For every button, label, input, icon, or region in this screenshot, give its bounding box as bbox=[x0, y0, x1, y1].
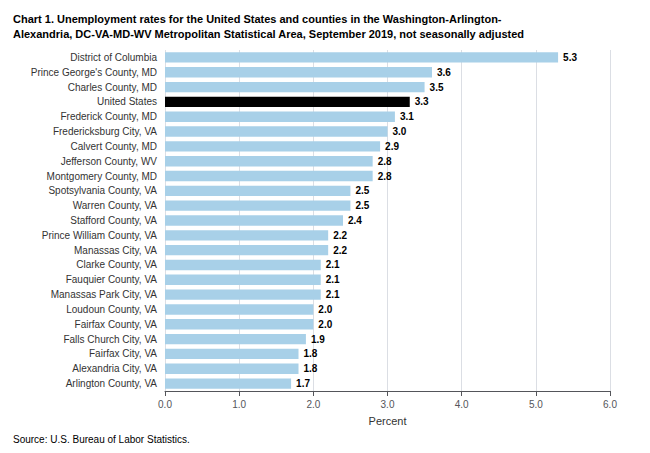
svg-text:Clarke County, VA: Clarke County, VA bbox=[76, 259, 157, 270]
svg-text:Jefferson County, WV: Jefferson County, WV bbox=[61, 156, 158, 167]
svg-text:2.2: 2.2 bbox=[333, 245, 347, 256]
svg-text:Fauquier County, VA: Fauquier County, VA bbox=[66, 274, 158, 285]
svg-text:2.9: 2.9 bbox=[385, 141, 399, 152]
svg-text:Calvert County, MD: Calvert County, MD bbox=[70, 141, 157, 152]
svg-text:Manassas City, VA: Manassas City, VA bbox=[74, 245, 157, 256]
svg-text:Loudoun County, VA: Loudoun County, VA bbox=[66, 304, 157, 315]
svg-text:4.0: 4.0 bbox=[455, 399, 469, 410]
svg-text:Arlington County, VA: Arlington County, VA bbox=[66, 378, 158, 389]
svg-text:2.1: 2.1 bbox=[326, 289, 340, 300]
svg-text:Alexandria City, VA: Alexandria City, VA bbox=[72, 363, 157, 374]
svg-text:2.1: 2.1 bbox=[326, 259, 340, 270]
svg-text:Source: U.S. Bureau of Labor S: Source: U.S. Bureau of Labor Statistics. bbox=[13, 434, 190, 445]
svg-text:3.0: 3.0 bbox=[393, 126, 407, 137]
svg-text:6.0: 6.0 bbox=[603, 399, 617, 410]
svg-text:2.0: 2.0 bbox=[306, 399, 320, 410]
svg-text:1.8: 1.8 bbox=[304, 348, 318, 359]
svg-text:Stafford County, VA: Stafford County, VA bbox=[70, 215, 157, 226]
svg-text:Prince George's County, MD: Prince George's County, MD bbox=[31, 67, 157, 78]
svg-text:Warren County, VA: Warren County, VA bbox=[73, 200, 158, 211]
svg-text:3.5: 3.5 bbox=[430, 82, 444, 93]
svg-text:2.5: 2.5 bbox=[355, 200, 369, 211]
svg-text:0.0: 0.0 bbox=[158, 399, 172, 410]
svg-text:Alexandria, DC-VA-MD-WV Metrop: Alexandria, DC-VA-MD-WV Metropolitan Sta… bbox=[13, 28, 524, 40]
svg-text:2.2: 2.2 bbox=[333, 230, 347, 241]
svg-text:1.8: 1.8 bbox=[304, 363, 318, 374]
svg-text:5.3: 5.3 bbox=[563, 52, 577, 63]
svg-text:District of Columbia: District of Columbia bbox=[70, 52, 157, 63]
svg-text:Montgomery County, MD: Montgomery County, MD bbox=[47, 171, 157, 182]
svg-text:United States: United States bbox=[97, 96, 157, 107]
svg-text:2.8: 2.8 bbox=[378, 171, 392, 182]
svg-text:Chart 1. Unemployment rates fo: Chart 1. Unemployment rates for the Unit… bbox=[13, 13, 502, 25]
svg-text:2.0: 2.0 bbox=[318, 319, 332, 330]
svg-text:3.1: 3.1 bbox=[400, 111, 414, 122]
svg-text:Falls Church City, VA: Falls Church City, VA bbox=[63, 334, 157, 345]
svg-text:1.9: 1.9 bbox=[311, 334, 325, 345]
svg-text:2.1: 2.1 bbox=[326, 274, 340, 285]
svg-text:Prince William County, VA: Prince William County, VA bbox=[42, 230, 158, 241]
svg-text:Percent: Percent bbox=[369, 415, 407, 427]
svg-text:Manassas Park City, VA: Manassas Park City, VA bbox=[51, 289, 158, 300]
svg-text:3.3: 3.3 bbox=[415, 96, 429, 107]
svg-text:Fairfax City, VA: Fairfax City, VA bbox=[89, 348, 157, 359]
svg-text:1.0: 1.0 bbox=[232, 399, 246, 410]
svg-text:Charles County, MD: Charles County, MD bbox=[68, 82, 157, 93]
svg-text:Spotsylvania County, VA: Spotsylvania County, VA bbox=[48, 185, 157, 196]
svg-text:3.0: 3.0 bbox=[381, 399, 395, 410]
svg-text:5.0: 5.0 bbox=[529, 399, 543, 410]
svg-text:3.6: 3.6 bbox=[437, 67, 451, 78]
svg-text:Fairfax County, VA: Fairfax County, VA bbox=[75, 319, 158, 330]
svg-text:1.7: 1.7 bbox=[296, 378, 310, 389]
svg-text:2.8: 2.8 bbox=[378, 156, 392, 167]
svg-text:2.0: 2.0 bbox=[318, 304, 332, 315]
svg-text:Fredericksburg City, VA: Fredericksburg City, VA bbox=[53, 126, 157, 137]
svg-text:2.5: 2.5 bbox=[355, 185, 369, 196]
svg-text:2.4: 2.4 bbox=[348, 215, 362, 226]
svg-text:Frederick County, MD: Frederick County, MD bbox=[60, 111, 157, 122]
